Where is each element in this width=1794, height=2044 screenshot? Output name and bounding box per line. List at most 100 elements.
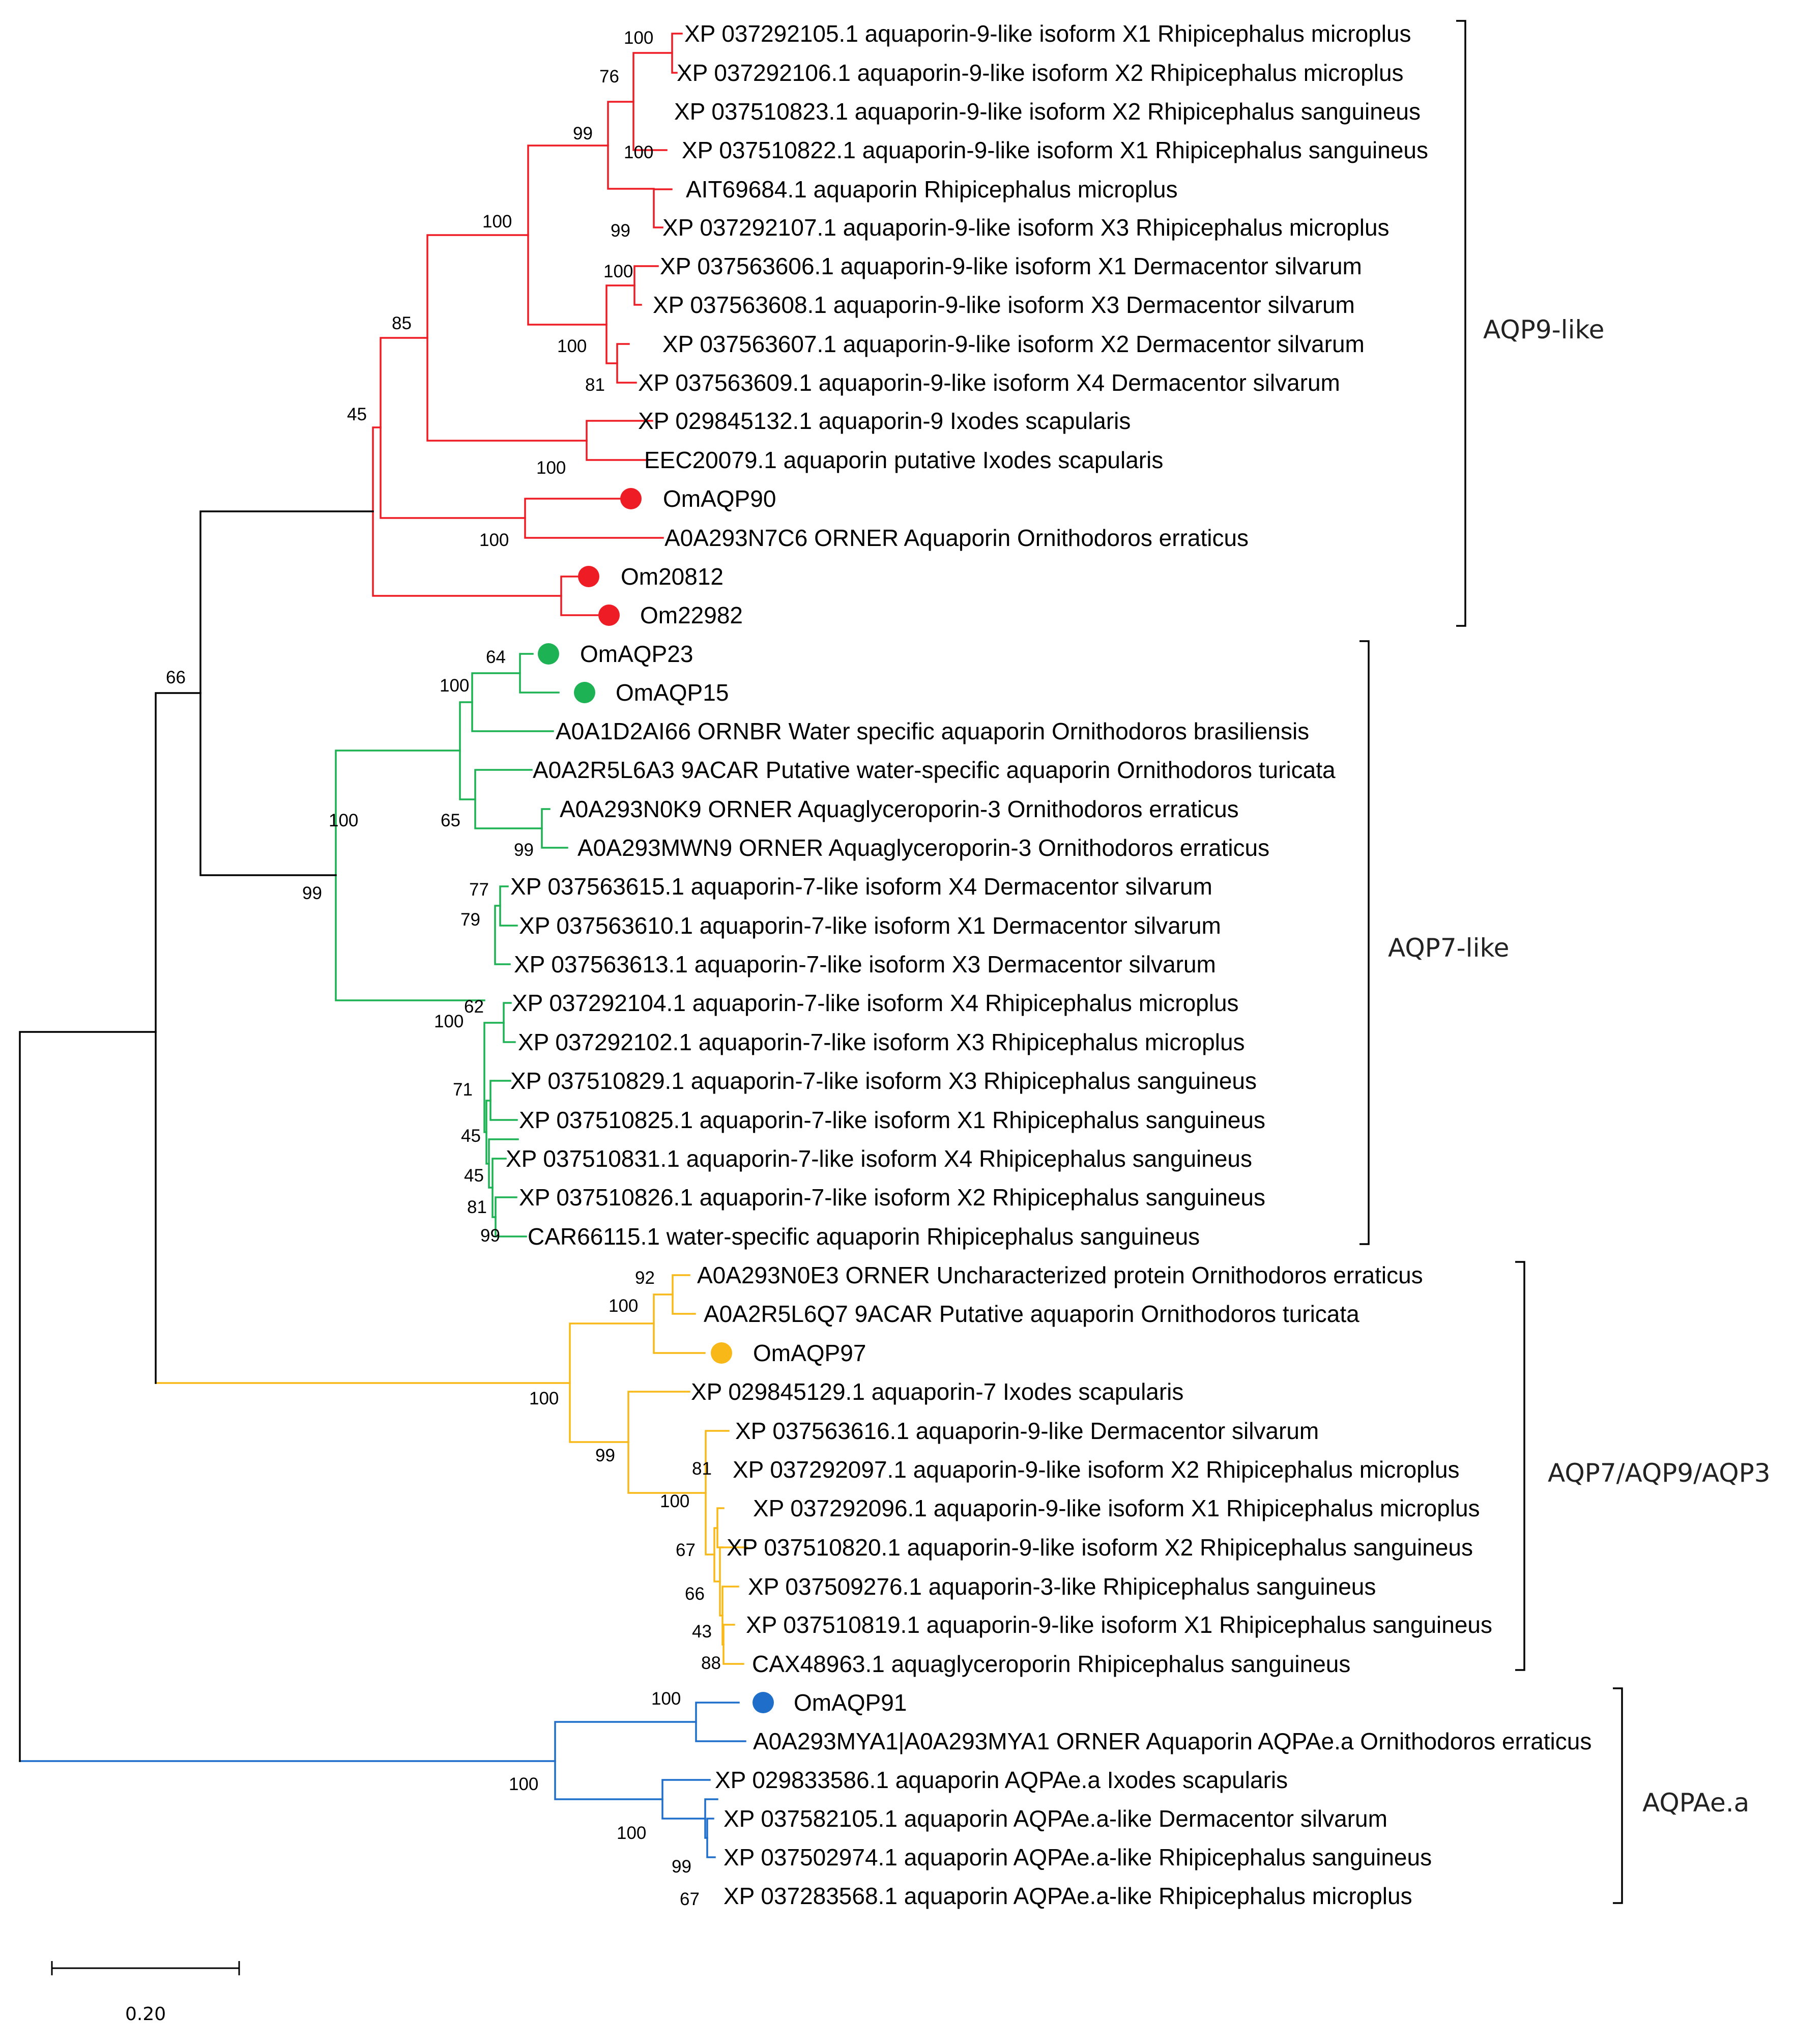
bootstrap-value: 100: [509, 1774, 538, 1794]
bracket-aqp7-9-3: [1515, 1261, 1525, 1671]
taxon-label: A0A293N0K9 ORNER Aquaglyceroporin-3 Orni…: [560, 796, 1239, 822]
taxon-label: XP 037283568.1 aquaporin AQPAe.a-like Rh…: [724, 1883, 1412, 1909]
taxon-label: A0A2R5L6Q7 9ACAR Putative aquaporin Orni…: [704, 1301, 1359, 1327]
bootstrap-value: 77: [469, 880, 489, 900]
bootstrap-value: 67: [676, 1540, 696, 1560]
taxon-label: XP 037292105.1 aquaporin-9-like isoform …: [684, 20, 1411, 47]
bootstrap-value: 66: [685, 1584, 705, 1604]
bootstrap-value: 64: [486, 647, 506, 667]
aqpae-a-branches: [19, 1702, 746, 1858]
bootstrap-value: 76: [599, 67, 619, 87]
taxon-label: XP 037510826.1 aquaporin-7-like isoform …: [519, 1184, 1265, 1211]
taxon-label: OmAQP90: [663, 485, 776, 512]
bootstrap-value: 66: [166, 668, 186, 687]
marker-dot-om22982: [598, 604, 620, 626]
taxon-label: XP 037292096.1 aquaporin-9-like isoform …: [753, 1495, 1480, 1521]
bootstrap-value: 100: [557, 336, 587, 356]
taxon-label: XP 037582105.1 aquaporin AQPAe.a-like De…: [724, 1805, 1387, 1832]
taxon-label: A0A293MYA1|A0A293MYA1 ORNER Aquaporin AQ…: [753, 1728, 1592, 1754]
aqp7-9-3-branches: [155, 1274, 748, 1665]
taxon-label: XP 037563610.1 aquaporin-7-like isoform …: [519, 912, 1221, 939]
bootstrap-value: 100: [479, 530, 509, 550]
taxon-label: A0A293N7C6 ORNER Aquaporin Ornithodoros …: [664, 525, 1249, 551]
taxon-label: XP 037292102.1 aquaporin-7-like isoform …: [518, 1029, 1245, 1055]
clade-brackets: [1359, 20, 1623, 1904]
bootstrap-value: 100: [482, 212, 512, 232]
taxon-label: CAR66115.1 water-specific aquaporin Rhip…: [528, 1223, 1200, 1250]
root-branches: [19, 510, 374, 1762]
bootstrap-value: 81: [585, 375, 605, 395]
bootstrap-value: 100: [434, 1012, 464, 1031]
taxon-label: XP 037563616.1 aquaporin-9-like Dermacen…: [735, 1418, 1319, 1444]
scale-bar: 0.20: [51, 1961, 240, 2025]
bootstrap-value: 45: [461, 1126, 481, 1146]
taxon-label: XP 037292097.1 aquaporin-9-like isoform …: [733, 1456, 1460, 1483]
marker-dot-omaqp90: [620, 488, 642, 509]
taxon-label: XP 037510831.1 aquaporin-7-like isoform …: [506, 1145, 1252, 1172]
marker-dot-omaqp91: [753, 1692, 774, 1713]
bootstrap-value: 99: [611, 221, 630, 241]
bootstrap-value: 100: [609, 1296, 638, 1316]
bootstrap-value: 100: [536, 458, 566, 478]
taxon-label: XP 037510829.1 aquaporin-7-like isoform …: [510, 1068, 1257, 1094]
taxon-label: XP 037510819.1 aquaporin-9-like isoform …: [746, 1611, 1492, 1638]
bootstrap-value: 88: [701, 1653, 721, 1673]
bootstrap-value: 100: [624, 142, 653, 162]
clade-label-aqp7-like: AQP7-like: [1388, 933, 1509, 963]
taxon-label: XP 037563615.1 aquaporin-7-like isoform …: [510, 873, 1212, 900]
taxon-label: A0A1D2AI66 ORNBR Water specific aquapori…: [556, 718, 1309, 744]
highlighted-taxa-markers: [538, 488, 774, 1713]
bracket-aqp9-like: [1456, 20, 1466, 627]
taxon-label: XP 037563613.1 aquaporin-7-like isoform …: [514, 951, 1216, 977]
bootstrap-values: 100 76 99 100 99 100 100 81 100 85 45 10…: [166, 28, 721, 1909]
bootstrap-value: 99: [595, 1446, 615, 1465]
taxon-label: EEC20079.1 aquaporin putative Ixodes sca…: [644, 447, 1163, 473]
taxon-label: A0A293MWN9 ORNER Aquaglyceroporin-3 Orni…: [577, 834, 1269, 861]
taxon-label: XP 037292104.1 aquaporin-7-like isoform …: [512, 990, 1239, 1016]
marker-dot-omaqp15: [574, 682, 595, 703]
bootstrap-value: 99: [480, 1226, 500, 1246]
taxon-label: XP 029845132.1 aquaporin-9 Ixodes scapul…: [638, 408, 1131, 434]
taxon-label: OmAQP97: [753, 1340, 866, 1366]
bootstrap-value: 99: [672, 1857, 691, 1877]
bracket-aqp7-like: [1359, 640, 1370, 1245]
bracket-aqpae-a: [1613, 1687, 1623, 1904]
taxon-label: XP 037510822.1 aquaporin-9-like isoform …: [682, 137, 1428, 163]
clade-label-aqp9-like: AQP9-like: [1483, 315, 1604, 344]
aqp9-like-branches: [372, 33, 683, 616]
bootstrap-value: 100: [651, 1689, 681, 1709]
taxon-label: XP 037509276.1 aquaporin-3-like Rhipicep…: [748, 1573, 1376, 1600]
taxon-label: XP 037510825.1 aquaporin-7-like isoform …: [519, 1107, 1265, 1133]
aqp7-like-branches: [335, 653, 568, 1237]
taxon-label: CAX48963.1 aquaglyceroporin Rhipicephalu…: [752, 1651, 1350, 1677]
clade-label-aqpae-a: AQPAe.a: [1642, 1788, 1749, 1818]
bootstrap-value: 79: [460, 910, 480, 930]
taxon-label: Om22982: [640, 602, 743, 628]
bootstrap-value: 100: [660, 1491, 689, 1511]
taxon-label: OmAQP23: [580, 641, 693, 667]
taxon-label: XP 029833586.1 aquaporin AQPAe.a Ixodes …: [715, 1767, 1288, 1793]
taxon-labels: XP 037292105.1 aquaporin-9-like isoform …: [506, 20, 1592, 1909]
marker-dot-omaqp97: [711, 1342, 732, 1364]
taxon-label: A0A2R5L6A3 9ACAR Putative water-specific…: [533, 757, 1336, 783]
tree-branches: [19, 33, 748, 1858]
taxon-label: XP 037510820.1 aquaporin-9-like isoform …: [727, 1534, 1473, 1561]
taxon-label: XP 037563609.1 aquaporin-9-like isoform …: [638, 369, 1340, 396]
taxon-label: XP 037563608.1 aquaporin-9-like isoform …: [653, 292, 1355, 318]
taxon-label: XP 037563607.1 aquaporin-9-like isoform …: [662, 331, 1365, 357]
bootstrap-value: 67: [680, 1889, 700, 1909]
bootstrap-value: 100: [617, 1823, 646, 1843]
taxon-label: A0A293N0E3 ORNER Uncharacterized protein…: [697, 1262, 1423, 1288]
marker-dot-om20812: [578, 566, 599, 587]
bootstrap-value: 71: [453, 1080, 473, 1100]
bootstrap-value: 100: [329, 811, 358, 830]
clade-label-aqp7-9-3: AQP7/AQP9/AQP3: [1548, 1458, 1771, 1488]
taxon-label: XP 037510823.1 aquaporin-9-like isoform …: [674, 98, 1421, 125]
taxon-label: AIT69684.1 aquaporin Rhipicephalus micro…: [686, 176, 1178, 203]
taxon-label: OmAQP15: [616, 679, 729, 706]
taxon-label: Om20812: [621, 563, 724, 590]
bootstrap-value: 99: [302, 883, 322, 903]
taxon-label: OmAQP91: [794, 1689, 907, 1716]
bootstrap-value: 65: [441, 811, 460, 830]
bootstrap-value: 100: [624, 28, 653, 48]
